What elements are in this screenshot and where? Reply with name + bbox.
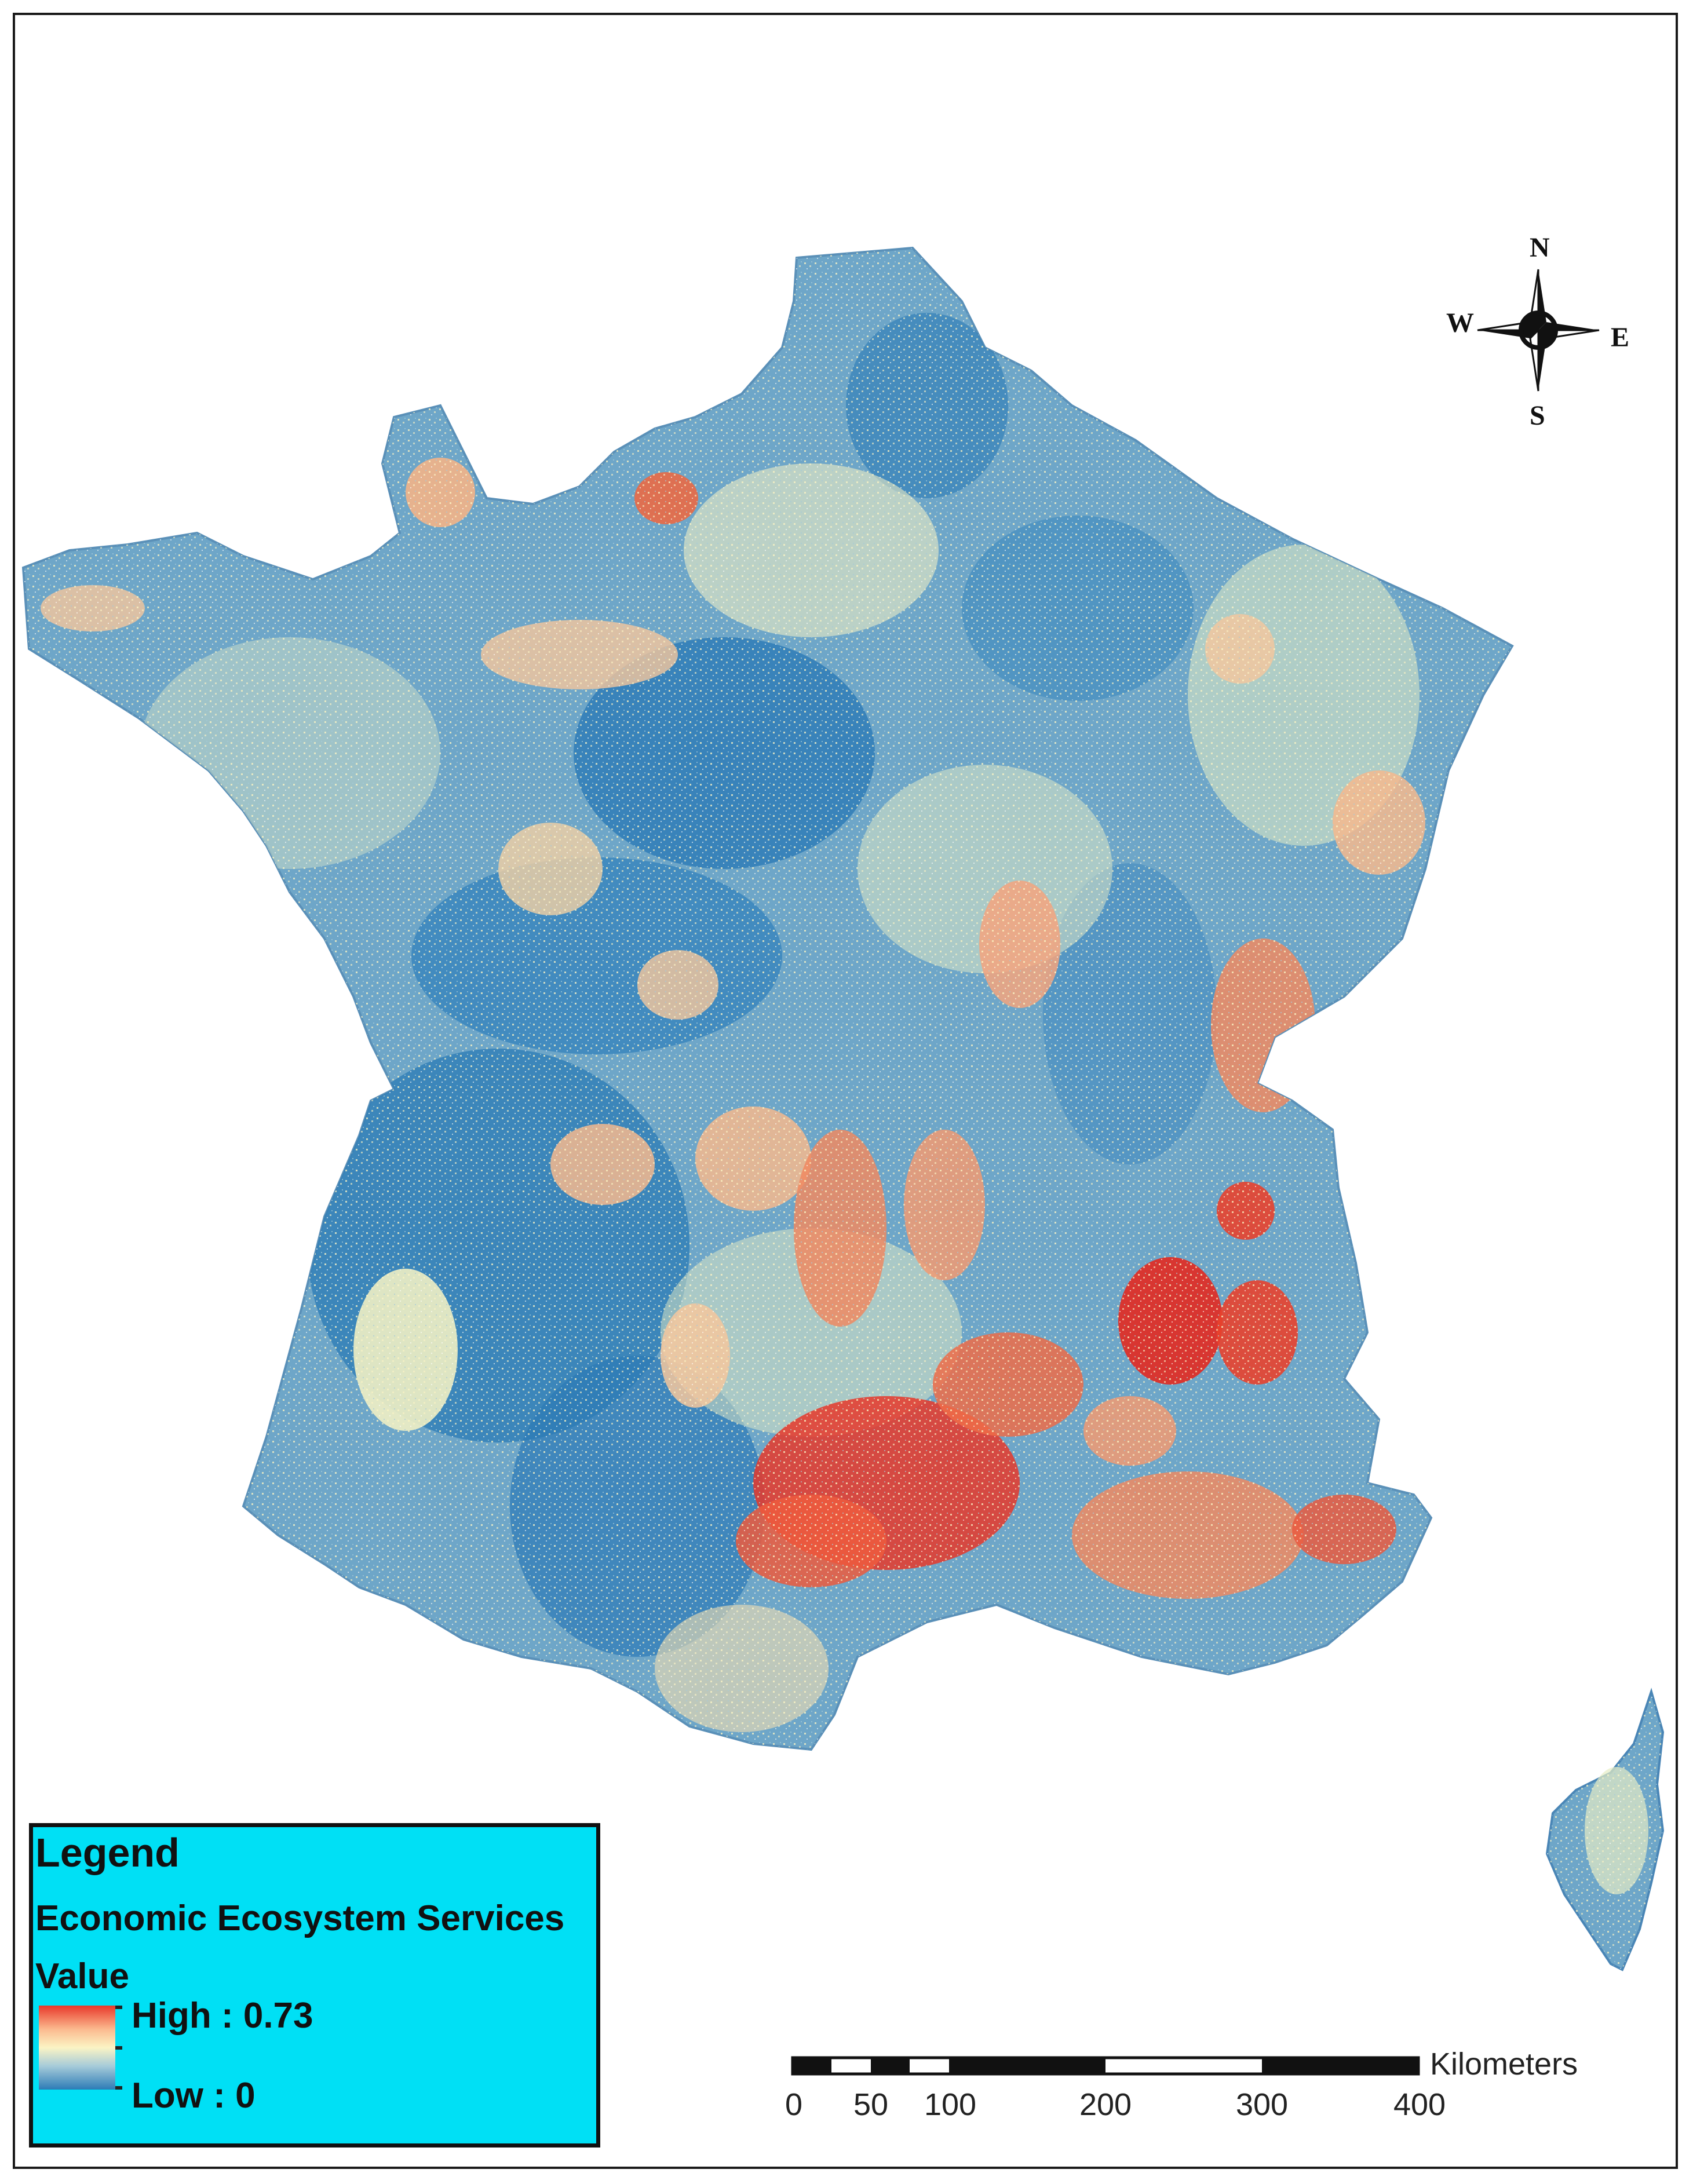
- scale-unit-label: Kilometers: [1430, 2047, 1578, 2081]
- legend-high-label: High : 0.73: [132, 1996, 313, 2036]
- scale-bar: [791, 2056, 1420, 2076]
- legend-layer-name: Economic Ecosystem Services: [35, 1898, 565, 1938]
- compass-north-label: N: [1530, 232, 1550, 263]
- corsica-island: [1545, 1688, 1665, 1971]
- legend-layer-name-cont: Value: [35, 1956, 129, 1996]
- legend-title: Legend: [35, 1830, 180, 1875]
- map-frame: [13, 13, 1678, 2169]
- compass-west-label: W: [1446, 308, 1474, 338]
- compass-rose-icon: [1477, 269, 1600, 392]
- scale-label-300: 300: [1235, 2087, 1289, 2122]
- compass-east-label: E: [1611, 322, 1630, 353]
- legend-color-ramp: [39, 2006, 115, 2090]
- scale-label-100: 100: [924, 2087, 977, 2122]
- scale-label-400: 400: [1393, 2087, 1446, 2122]
- legend-tick-mid: [115, 2046, 122, 2050]
- scale-label-50: 50: [853, 2087, 889, 2122]
- legend-tick-high: [115, 2006, 122, 2009]
- legend-low-label: Low : 0: [132, 2076, 256, 2116]
- scale-label-0: 0: [785, 2087, 803, 2122]
- legend-tick-low: [115, 2086, 122, 2090]
- scale-label-200: 200: [1079, 2087, 1132, 2122]
- compass-south-label: S: [1530, 400, 1545, 431]
- map-legend: Legend Economic Ecosystem Services Value…: [29, 1823, 600, 2148]
